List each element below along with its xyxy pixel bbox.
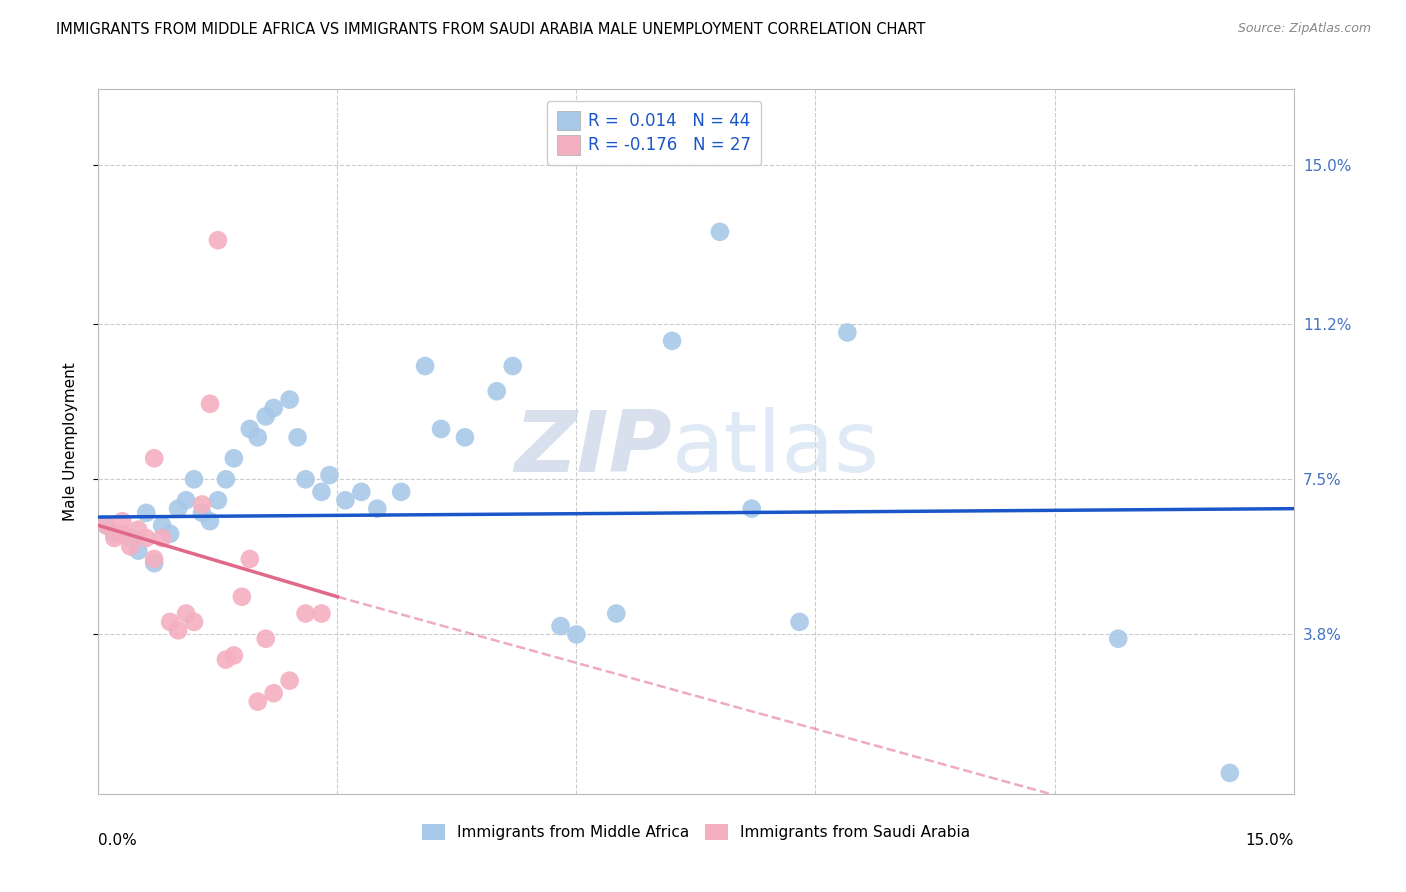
Point [246, 695, 269, 709]
Point [103, 526, 125, 541]
Point [366, 501, 388, 516]
Point [103, 531, 125, 545]
Point [215, 472, 238, 486]
Point [150, 518, 173, 533]
Point [231, 590, 253, 604]
Point [350, 484, 373, 499]
Point [661, 334, 683, 348]
Point [207, 493, 229, 508]
Legend: R =  0.014   N = 44, R = -0.176   N = 27: R = 0.014 N = 44, R = -0.176 N = 27 [547, 101, 762, 164]
Text: ZIP: ZIP [515, 407, 672, 490]
Point [294, 607, 316, 621]
Point [254, 409, 277, 424]
Point [565, 627, 588, 641]
Point [150, 531, 173, 545]
Text: atlas: atlas [672, 407, 880, 490]
Point [127, 523, 149, 537]
Point [1219, 765, 1241, 780]
Point [1107, 632, 1129, 646]
Point [191, 506, 214, 520]
Text: Source: ZipAtlas.com: Source: ZipAtlas.com [1237, 22, 1371, 36]
Point [318, 468, 340, 483]
Point [159, 526, 181, 541]
Point [111, 526, 134, 541]
Point [207, 233, 229, 247]
Point [278, 392, 301, 407]
Point [239, 552, 262, 566]
Point [335, 493, 357, 508]
Point [789, 615, 811, 629]
Point [120, 531, 142, 545]
Text: 15.0%: 15.0% [1246, 832, 1294, 847]
Point [198, 397, 221, 411]
Point [254, 632, 277, 646]
Point [454, 430, 477, 444]
Point [96, 518, 118, 533]
Point [120, 540, 142, 554]
Point [143, 552, 166, 566]
Point [215, 653, 238, 667]
Point [709, 225, 731, 239]
Point [183, 472, 205, 486]
Point [159, 615, 181, 629]
Point [198, 514, 221, 528]
Point [550, 619, 572, 633]
Point [96, 518, 118, 533]
Point [485, 384, 508, 399]
Point [837, 326, 859, 340]
Text: 0.0%: 0.0% [98, 832, 138, 847]
Point [263, 686, 285, 700]
Point [311, 607, 333, 621]
Point [311, 484, 333, 499]
Point [127, 543, 149, 558]
Point [741, 501, 763, 516]
Point [167, 501, 190, 516]
Point [135, 531, 157, 545]
Point [502, 359, 524, 373]
Point [246, 430, 269, 444]
Point [239, 422, 262, 436]
Point [389, 484, 412, 499]
Point [294, 472, 316, 486]
Point [222, 451, 245, 466]
Point [143, 556, 166, 570]
Point [143, 451, 166, 466]
Point [191, 498, 214, 512]
Point [287, 430, 309, 444]
Point [413, 359, 436, 373]
Point [605, 607, 627, 621]
Point [174, 607, 197, 621]
Point [135, 506, 157, 520]
Point [430, 422, 453, 436]
Text: IMMIGRANTS FROM MIDDLE AFRICA VS IMMIGRANTS FROM SAUDI ARABIA MALE UNEMPLOYMENT : IMMIGRANTS FROM MIDDLE AFRICA VS IMMIGRA… [56, 22, 925, 37]
Point [278, 673, 301, 688]
Point [167, 624, 190, 638]
Y-axis label: Male Unemployment: Male Unemployment [63, 362, 77, 521]
Point [222, 648, 245, 663]
Point [111, 514, 134, 528]
Point [263, 401, 285, 415]
Point [183, 615, 205, 629]
Point [174, 493, 197, 508]
